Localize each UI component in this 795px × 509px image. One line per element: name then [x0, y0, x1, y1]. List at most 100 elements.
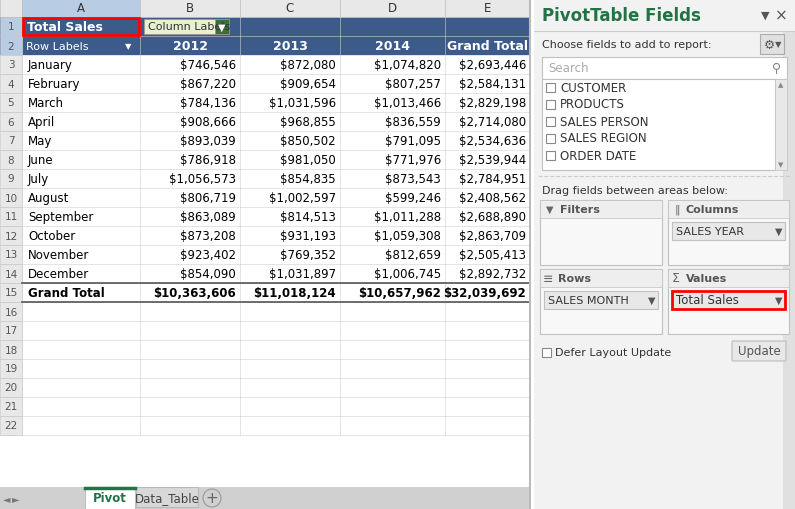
- Text: +: +: [206, 491, 219, 505]
- Bar: [0, 189, 22, 208]
- Text: Choose fields to add to report:: Choose fields to add to report:: [542, 40, 712, 50]
- Text: $814,513: $814,513: [280, 211, 336, 223]
- Text: ≡: ≡: [543, 272, 553, 285]
- Text: Rows: Rows: [558, 273, 591, 284]
- Text: 3: 3: [8, 61, 14, 70]
- Text: $771,976: $771,976: [385, 154, 441, 166]
- Bar: [0, 169, 530, 189]
- Bar: [0, 321, 22, 341]
- Text: $981,050: $981,050: [281, 154, 336, 166]
- Text: Row Labels: Row Labels: [26, 41, 88, 51]
- Text: $1,006,745: $1,006,745: [374, 267, 441, 280]
- Bar: [672, 292, 785, 309]
- Text: ×: ×: [774, 9, 787, 23]
- Bar: [540, 269, 661, 334]
- Bar: [0, 416, 530, 435]
- Bar: [0, 0, 22, 18]
- Text: Total Sales: Total Sales: [676, 294, 739, 307]
- Bar: [0, 132, 530, 151]
- Bar: [668, 269, 789, 334]
- Text: August: August: [28, 191, 69, 205]
- Text: $2,892,732: $2,892,732: [459, 267, 526, 280]
- Text: $812,659: $812,659: [385, 248, 441, 262]
- Text: Columns: Columns: [685, 205, 739, 215]
- Text: 17: 17: [5, 326, 17, 336]
- Bar: [0, 397, 22, 416]
- Text: 6: 6: [8, 117, 14, 127]
- Bar: [0, 321, 530, 341]
- Text: $11,018,124: $11,018,124: [254, 287, 336, 299]
- Text: ▼: ▼: [648, 295, 655, 305]
- Text: $854,835: $854,835: [281, 173, 336, 186]
- Bar: [0, 397, 530, 416]
- Bar: [0, 245, 530, 265]
- Bar: [215, 20, 229, 35]
- Text: $2,408,562: $2,408,562: [459, 191, 526, 205]
- Text: ▼: ▼: [778, 162, 784, 167]
- Text: Σ: Σ: [672, 272, 680, 285]
- Text: $2,784,951: $2,784,951: [459, 173, 526, 186]
- Bar: [546, 152, 555, 161]
- Bar: [0, 18, 530, 37]
- Text: 15: 15: [5, 288, 17, 298]
- Text: C: C: [286, 3, 294, 15]
- Text: $931,193: $931,193: [280, 230, 336, 242]
- Bar: [0, 37, 22, 56]
- Bar: [0, 341, 530, 359]
- Bar: [0, 284, 530, 302]
- Bar: [0, 169, 22, 189]
- Text: December: December: [28, 267, 89, 280]
- Text: Total Sales: Total Sales: [27, 21, 103, 34]
- Text: 9: 9: [8, 174, 14, 184]
- Bar: [668, 269, 789, 288]
- Text: Search: Search: [548, 63, 588, 75]
- Text: $893,039: $893,039: [180, 135, 236, 148]
- Text: A: A: [77, 3, 85, 15]
- Text: ▼: ▼: [775, 227, 783, 237]
- Text: $2,688,890: $2,688,890: [459, 211, 526, 223]
- Text: Defer Layout Update: Defer Layout Update: [555, 347, 671, 357]
- Text: 18: 18: [5, 345, 17, 355]
- Bar: [0, 0, 530, 18]
- Text: ⚲: ⚲: [773, 63, 781, 75]
- Bar: [0, 189, 530, 208]
- Text: $1,056,573: $1,056,573: [169, 173, 236, 186]
- Text: SALES REGION: SALES REGION: [560, 132, 646, 145]
- Bar: [0, 75, 22, 94]
- Bar: [0, 132, 22, 151]
- Text: ▲: ▲: [778, 82, 784, 88]
- Bar: [534, 0, 795, 509]
- Text: ▼: ▼: [125, 42, 131, 51]
- Text: Grand Total: Grand Total: [28, 287, 105, 299]
- Bar: [0, 94, 530, 113]
- Bar: [0, 302, 22, 321]
- Bar: [136, 487, 198, 507]
- Text: $10,363,606: $10,363,606: [153, 287, 236, 299]
- Bar: [668, 201, 789, 218]
- Text: CUSTOMER: CUSTOMER: [560, 81, 626, 94]
- Bar: [542, 348, 551, 357]
- Text: $872,080: $872,080: [281, 59, 336, 72]
- Bar: [0, 487, 80, 509]
- Text: ▼: ▼: [761, 11, 770, 21]
- Bar: [0, 227, 22, 245]
- Text: Grand Total: Grand Total: [447, 40, 528, 53]
- Text: $909,654: $909,654: [280, 78, 336, 91]
- Text: September: September: [28, 211, 93, 223]
- Bar: [542, 80, 775, 171]
- Text: 2013: 2013: [273, 40, 308, 53]
- Bar: [540, 201, 661, 266]
- Text: February: February: [28, 78, 80, 91]
- Text: January: January: [28, 59, 73, 72]
- Bar: [0, 37, 530, 56]
- Text: 11: 11: [5, 212, 17, 222]
- Text: $769,352: $769,352: [280, 248, 336, 262]
- Text: October: October: [28, 230, 76, 242]
- Text: $2,829,198: $2,829,198: [459, 97, 526, 110]
- Text: $2,693,446: $2,693,446: [459, 59, 526, 72]
- Text: SALES YEAR: SALES YEAR: [676, 227, 743, 237]
- Text: ‖: ‖: [675, 204, 681, 215]
- Text: 2012: 2012: [173, 40, 207, 53]
- Text: ▼: ▼: [546, 205, 554, 215]
- Text: $863,089: $863,089: [180, 211, 236, 223]
